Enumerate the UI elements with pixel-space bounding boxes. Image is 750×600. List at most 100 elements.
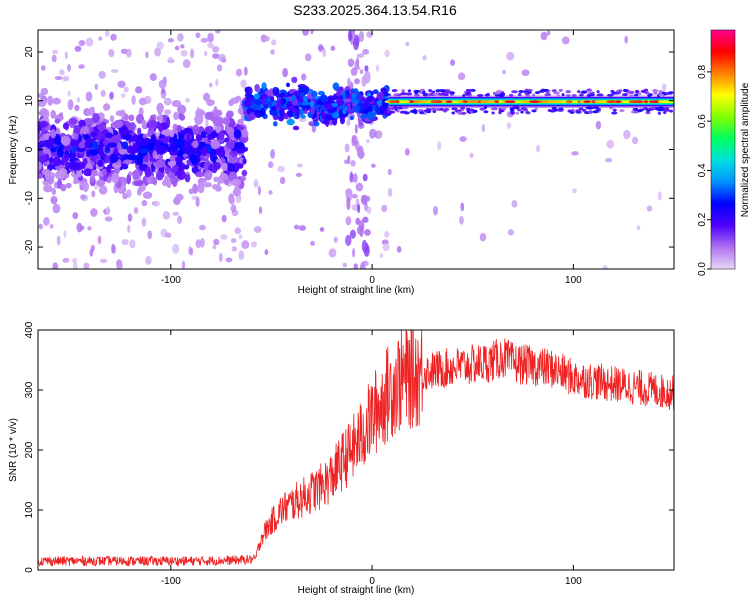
spectrogram-background-blob <box>469 152 474 159</box>
spectrogram-region2-blob <box>338 104 346 111</box>
spectrogram-band-edge <box>596 93 604 97</box>
spectrogram-background-blob <box>38 223 44 230</box>
spectrogram-background-blob <box>271 39 277 46</box>
spectrogram-region2-blob <box>379 109 385 115</box>
spectrogram-background-blob <box>602 265 608 269</box>
spectrogram-background-blob <box>109 91 115 100</box>
spectrogram-band-peak <box>565 100 572 103</box>
spectrogram-background-blob <box>104 30 110 37</box>
spectrogram-background-blob <box>213 238 220 246</box>
spectrogram-band-edge <box>498 94 505 98</box>
snr-panel: -100 0 100 0 100 200 300 400 Height of straigh… <box>8 321 675 596</box>
spectrogram-region1-blob <box>184 164 190 170</box>
spectrogram-band-edge <box>500 107 507 111</box>
spectrogram-region2-blob <box>372 89 379 95</box>
spectrogram-background-blob <box>59 69 65 76</box>
snr-x-ticks: -100 0 100 <box>161 330 582 587</box>
spectrogram-region1-blob <box>175 137 185 149</box>
spectrogram-region1-blob <box>135 113 145 125</box>
spectrogram-band-peak <box>614 100 622 103</box>
spectrogram-region1-blob <box>171 99 182 108</box>
spectrogram-band-edge <box>634 93 639 97</box>
spectrogram-region2-blob <box>327 95 335 101</box>
spectrogram-background-blob <box>235 68 243 77</box>
spectrogram-region1-blob <box>184 173 191 183</box>
spectrogram-region1-blob <box>54 118 61 124</box>
spectrogram-region1-blob <box>233 162 240 173</box>
spectrogram-band-edge <box>479 107 486 111</box>
spectrogram-background-blob <box>310 240 315 246</box>
spectrogram-region1-blob <box>189 153 198 164</box>
spectrogram-band-edge <box>581 90 588 94</box>
spectrogram-y-tick-label: -20 <box>24 239 35 254</box>
spectrogram-background-blob <box>207 42 214 49</box>
spectrogram-band-edge <box>518 89 525 93</box>
spectrogram-background-blob <box>250 241 258 248</box>
spectrogram-region1-blob <box>128 122 136 131</box>
spectrogram-background-blob <box>207 32 214 43</box>
spectrogram-region2-blob <box>366 111 376 120</box>
spectrogram-region1-blob <box>89 154 99 160</box>
spectrogram-background-blob <box>215 78 219 87</box>
spectrogram-region1-blob <box>228 193 235 204</box>
spectrogram-region1-blob <box>111 172 120 184</box>
spectrogram-background-blob <box>174 45 180 51</box>
spectrogram-background-blob <box>264 249 269 256</box>
spectrogram-background-blob <box>85 37 94 47</box>
spectrogram-background-blob <box>507 229 514 236</box>
spectrogram-region1-blob <box>62 122 69 130</box>
spectrogram-region1-blob <box>123 159 132 165</box>
spectrogram-background-blob <box>52 203 61 214</box>
spectrogram-region2-blob <box>351 93 358 99</box>
spectrogram-background-blob <box>379 253 384 258</box>
spectrogram-band-edge <box>667 91 674 95</box>
spectrogram-background-blob <box>104 216 113 222</box>
snr-y-ticks: 0 100 200 300 400 <box>24 321 674 573</box>
spectrogram-streak-blob <box>357 203 361 214</box>
spectrogram-region1-blob <box>105 132 113 139</box>
spectrogram-band-edge <box>508 93 514 97</box>
spectrogram-background-blob <box>521 69 530 76</box>
spectrogram-band-edge <box>531 109 537 113</box>
spectrogram-region2-blob <box>335 90 342 97</box>
spectrogram-band-edge <box>469 109 474 113</box>
spectrogram-background-blob <box>540 31 548 41</box>
spectrogram-streak-blob <box>358 145 364 160</box>
spectrogram-region2-blob <box>261 82 267 90</box>
spectrogram-region1-blob <box>203 169 213 181</box>
spectrogram-band-edge <box>571 94 577 98</box>
spectrogram-background-blob <box>432 205 439 216</box>
spectrogram-region1-blob <box>63 144 73 152</box>
spectrogram-region2-blob <box>332 111 340 119</box>
spectrogram-band-edge <box>669 109 674 113</box>
spectrogram-band-edge <box>588 111 593 115</box>
spectrogram-region1-blob <box>52 156 62 167</box>
spectrogram-region2-blob <box>281 98 287 105</box>
spectrogram-region2-blob <box>350 96 357 104</box>
spectrogram-band-edge <box>512 106 518 110</box>
spectrogram-background-blob <box>50 195 58 205</box>
spectrogram-streak-blob <box>348 31 353 42</box>
spectrogram-region1-blob <box>155 159 165 168</box>
spectrogram-background-blob <box>133 207 139 214</box>
spectrogram-band-edge <box>443 93 449 97</box>
spectrogram-background-blob <box>346 119 351 127</box>
spectrogram-band-peak <box>555 100 563 103</box>
spectrogram-band-edge <box>558 88 563 92</box>
spectrogram-background-blob <box>163 97 172 106</box>
spectrogram-band-edge <box>565 94 571 98</box>
spectrogram-region2-blob <box>245 86 253 96</box>
spectrogram-band-edge <box>578 107 584 111</box>
spectrogram-background-blob <box>218 53 226 62</box>
spectrogram-region1-blob <box>226 141 235 150</box>
spectrogram-band-edge <box>419 88 425 92</box>
spectrogram-region1-blob <box>221 118 231 125</box>
spectrogram-region2-blob <box>328 108 336 113</box>
spectrogram-region1-blob <box>176 170 186 181</box>
spectrogram-band-peak <box>583 100 591 103</box>
spectrogram-background-blob <box>52 262 59 269</box>
spectrogram-region2-blob <box>375 105 380 113</box>
spectrogram-background-blob <box>129 239 136 249</box>
spectrogram-background-blob <box>185 98 190 103</box>
snr-plot-area <box>38 330 674 570</box>
